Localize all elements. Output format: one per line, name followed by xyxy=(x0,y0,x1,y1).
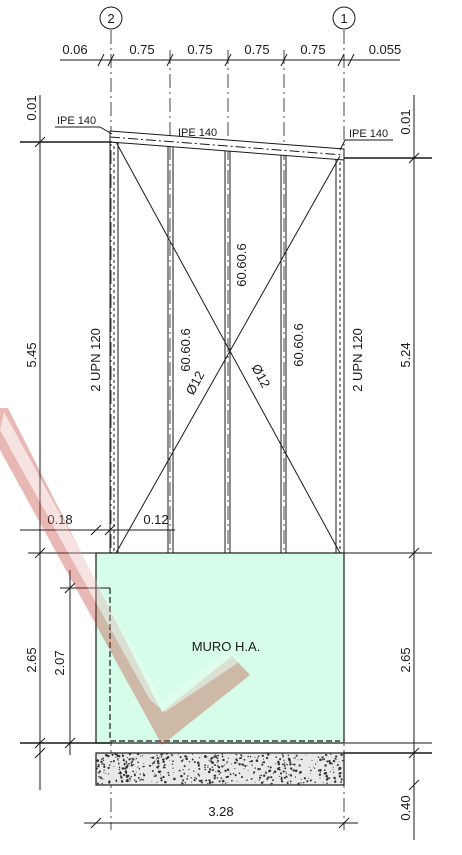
top-dim-2: 0.75 xyxy=(129,42,154,57)
cross-bracing xyxy=(115,141,341,554)
grid-label-2: 2 xyxy=(107,11,114,26)
brace-b-label: Ø12 xyxy=(249,362,274,391)
bottom-dimension-line xyxy=(84,817,358,829)
top-dimension-chain xyxy=(60,53,400,67)
left-inner-height: 2.07 xyxy=(52,650,67,675)
footing xyxy=(95,752,345,786)
wall-label: MURO H.A. xyxy=(192,639,261,654)
post-b-label: 60.60.6 xyxy=(234,243,249,286)
left-wall-height: 2.65 xyxy=(24,647,39,672)
post-a-label: 60.60.6 xyxy=(178,328,193,371)
watermark-shape xyxy=(0,408,250,745)
grid-marker-1: 1 xyxy=(332,6,356,30)
right-wall-height: 2.65 xyxy=(398,647,413,672)
left-frame-height: 5.45 xyxy=(24,342,39,367)
grid-marker-2: 2 xyxy=(99,6,123,30)
brace-a-label: Ø12 xyxy=(183,369,208,398)
top-dim-6: 0.055 xyxy=(369,42,402,57)
top-dim-4: 0.75 xyxy=(244,42,269,57)
post-c xyxy=(280,150,287,554)
offset-a: 0.18 xyxy=(47,512,72,527)
right-frame-height: 5.24 xyxy=(398,342,413,367)
grid-label-1: 1 xyxy=(340,11,347,26)
beam-label-mid-text: IPE 140 xyxy=(178,127,217,139)
brace-a-line xyxy=(115,141,341,554)
beam-label-right xyxy=(339,139,393,151)
column-left-label: 2 UPN 120 xyxy=(88,328,103,392)
left-dimension-lines xyxy=(20,95,175,790)
offset-b: 0.12 xyxy=(143,512,168,527)
right-dimension-lines xyxy=(344,95,432,840)
top-dim-3: 0.75 xyxy=(187,42,212,57)
brace-b-line xyxy=(115,155,341,554)
beam-label-right-text: IPE 140 xyxy=(349,128,388,140)
left-top-offset: 0.01 xyxy=(24,95,39,120)
top-dim-5: 0.75 xyxy=(300,42,325,57)
post-c-label: 60.60.6 xyxy=(291,323,306,366)
beam-label-left-text: IPE 140 xyxy=(57,115,96,127)
post-a xyxy=(167,143,174,554)
bottom-width: 3.28 xyxy=(208,804,233,819)
column-right xyxy=(335,155,345,554)
column-right-label: 2 UPN 120 xyxy=(350,328,365,392)
top-beam xyxy=(109,130,345,161)
footing-height: 0.40 xyxy=(398,795,413,820)
beam-label-left xyxy=(55,126,113,135)
right-top-offset: 0.01 xyxy=(398,109,413,134)
wall-hidden-edge xyxy=(109,588,340,742)
top-dim-1: 0.06 xyxy=(62,42,87,57)
concrete-wall xyxy=(95,552,345,744)
footing-gravel-texture xyxy=(96,752,344,785)
